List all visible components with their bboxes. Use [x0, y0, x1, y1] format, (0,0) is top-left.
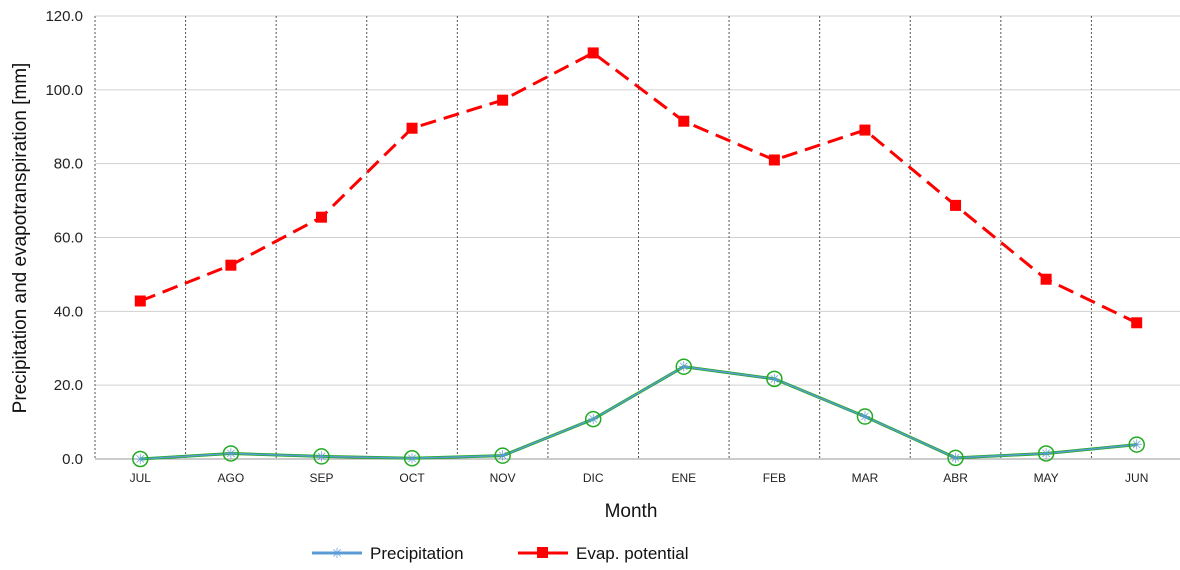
precip-point: ✳	[497, 448, 509, 464]
precip-point-circle	[494, 447, 511, 464]
precip-point-circle	[1128, 436, 1145, 453]
x-tick-label: ENE	[671, 471, 696, 485]
precip-point: ✳	[950, 450, 962, 466]
evap-point	[315, 211, 327, 223]
series-precip-line	[140, 365, 1137, 460]
precip-point-circle	[675, 358, 693, 375]
series-evap-line	[139, 51, 1138, 325]
precip-point-circle	[856, 408, 874, 425]
x-axis-title: Month	[605, 501, 658, 522]
y-axis-title: Precipitation and evapotranspiration [mm…	[10, 63, 31, 414]
evap-point	[225, 259, 237, 271]
evap-point	[950, 199, 962, 211]
x-tick-label: JUN	[1125, 471, 1148, 485]
x-tick-label: MAR	[852, 471, 879, 485]
precip-point-circle	[947, 449, 964, 467]
precip-point: ✳	[587, 411, 599, 427]
precip-point-circle	[766, 370, 783, 388]
precip-point: ✳	[1040, 445, 1052, 461]
y-tick-label: 120.0	[45, 8, 83, 25]
series-layer: ✳ ✳ ✳ ✳ ✳ ✳ ✳ ✳ ✳ ✳ ✳ ✳	[132, 47, 1145, 468]
grid-lines	[94, 15, 1180, 460]
legend-evap-label: Evap. potential	[576, 544, 688, 563]
precip-point: ✳	[316, 448, 328, 464]
y-tick-label: 40.0	[54, 303, 83, 320]
precip-point: ✳	[678, 359, 690, 375]
precip-point-circle	[132, 450, 149, 468]
precip-point: ✳	[134, 451, 146, 467]
precip-point: ✳	[769, 371, 781, 387]
evap-point	[587, 47, 599, 59]
legend-evap-marker	[537, 547, 548, 558]
x-tick-label: MAY	[1034, 471, 1059, 485]
evap-point	[406, 122, 418, 134]
evap-point	[1040, 273, 1052, 285]
precip-point: ✳	[225, 445, 237, 461]
x-tick-label: ABR	[943, 471, 968, 485]
evap-point	[859, 124, 871, 136]
precip-point-circle	[584, 410, 602, 428]
precip-point: ✳	[1131, 437, 1143, 453]
x-tick-label: OCT	[399, 471, 425, 485]
x-tick-label: FEB	[763, 471, 786, 485]
evap-point	[678, 115, 690, 127]
evap-point	[497, 94, 509, 106]
x-tick-label: SEP	[309, 471, 333, 485]
precip-point: ✳	[859, 409, 871, 425]
precip-point: ✳	[406, 450, 418, 466]
precip-point-circle	[313, 448, 330, 465]
x-axis-ticks: JUL AGO SEP OCT NOV DIC ENE FEB MAR ABR MAY JUN	[130, 471, 1149, 485]
legend-precipitation-marker: ✳	[331, 545, 343, 561]
legend: ✳ Precipitation Evap. potential	[312, 544, 688, 563]
y-axis-ticks: 0.0 20.0 40.0 60.0 80.0 100.0 120.0	[45, 8, 83, 468]
legend-precipitation-label: Precipitation	[370, 544, 464, 563]
precip-point-circle	[1037, 445, 1055, 462]
evap-point	[134, 295, 146, 307]
evap-point	[1131, 317, 1143, 329]
y-tick-label: 60.0	[54, 230, 83, 247]
precip-point-circle	[222, 445, 240, 462]
y-tick-label: 20.0	[54, 377, 83, 394]
y-tick-label: 0.0	[62, 451, 83, 468]
evap-point	[768, 154, 780, 166]
x-tick-label: AGO	[218, 471, 245, 485]
x-tick-label: NOV	[490, 471, 516, 485]
y-tick-label: 80.0	[54, 156, 83, 173]
x-tick-label: JUL	[130, 471, 152, 485]
y-tick-label: 100.0	[45, 82, 83, 99]
x-tick-label: DIC	[583, 471, 604, 485]
precip-point-circle	[403, 450, 421, 467]
